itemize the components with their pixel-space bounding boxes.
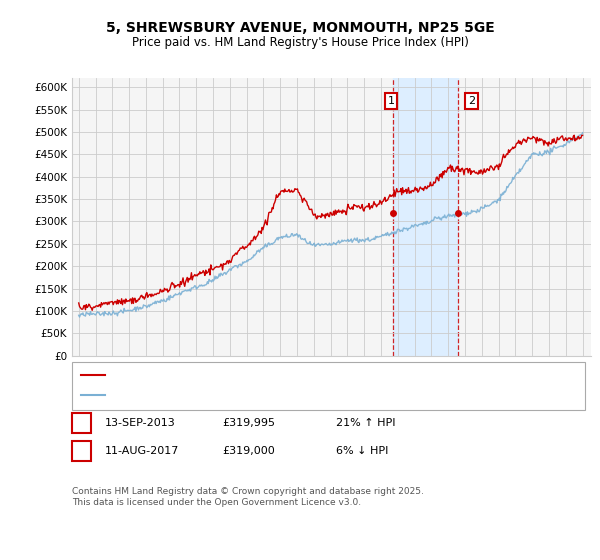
Text: 21% ↑ HPI: 21% ↑ HPI — [336, 418, 395, 428]
Text: Contains HM Land Registry data © Crown copyright and database right 2025.
This d: Contains HM Land Registry data © Crown c… — [72, 487, 424, 507]
Text: 2: 2 — [468, 96, 475, 106]
Text: £319,995: £319,995 — [222, 418, 275, 428]
Text: 1: 1 — [388, 96, 395, 106]
Text: 5, SHREWSBURY AVENUE, MONMOUTH, NP25 5GE (detached house): 5, SHREWSBURY AVENUE, MONMOUTH, NP25 5GE… — [109, 370, 463, 380]
Text: 5, SHREWSBURY AVENUE, MONMOUTH, NP25 5GE: 5, SHREWSBURY AVENUE, MONMOUTH, NP25 5GE — [106, 21, 494, 35]
Text: 2: 2 — [78, 446, 85, 456]
Bar — [393, 78, 458, 356]
Text: Price paid vs. HM Land Registry's House Price Index (HPI): Price paid vs. HM Land Registry's House … — [131, 36, 469, 49]
Text: 11-AUG-2017: 11-AUG-2017 — [105, 446, 179, 456]
Text: £319,000: £319,000 — [222, 446, 275, 456]
Text: 6% ↓ HPI: 6% ↓ HPI — [336, 446, 388, 456]
Text: HPI: Average price, detached house, Monmouthshire: HPI: Average price, detached house, Monm… — [109, 390, 383, 400]
Text: 1: 1 — [78, 418, 85, 428]
Text: 13-SEP-2013: 13-SEP-2013 — [105, 418, 176, 428]
